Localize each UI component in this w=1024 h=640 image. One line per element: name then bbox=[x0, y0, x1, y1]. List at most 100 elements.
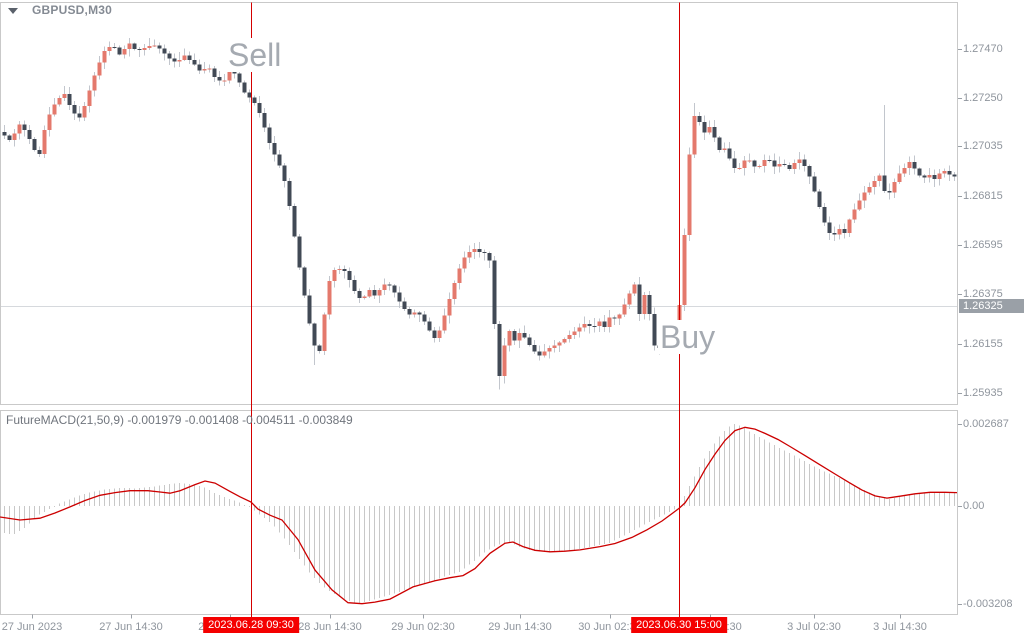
candle-bear bbox=[842, 229, 847, 233]
candle-bull bbox=[452, 282, 457, 299]
candle-bear bbox=[357, 291, 362, 298]
candle-bear bbox=[887, 190, 892, 193]
candle-bear bbox=[417, 312, 422, 315]
price-axis-label[interactable]: 1.25935 bbox=[963, 386, 1003, 399]
time-axis-label[interactable]: 3 Jul 14:30 bbox=[873, 621, 927, 633]
time-axis-label[interactable]: 29 Jun 14:30 bbox=[488, 621, 552, 633]
candle-bull bbox=[707, 126, 712, 133]
candle-bear bbox=[282, 165, 287, 182]
price-axis-label[interactable]: 1.26595 bbox=[963, 238, 1003, 251]
candle-bull bbox=[747, 160, 752, 162]
candle-bear bbox=[187, 55, 192, 60]
candle-bull bbox=[892, 181, 897, 193]
candle-bull bbox=[337, 268, 342, 271]
candle-bull bbox=[57, 98, 62, 105]
candle-bull bbox=[147, 45, 152, 48]
candle-bear bbox=[307, 295, 312, 324]
candle-bear bbox=[302, 267, 307, 296]
candle-bear bbox=[752, 160, 757, 167]
candle-bear bbox=[197, 64, 202, 71]
candle-bear bbox=[402, 301, 407, 309]
candle-bear bbox=[242, 82, 247, 93]
candle-bear bbox=[947, 170, 952, 175]
candle-bear bbox=[252, 97, 257, 103]
candle-bull bbox=[852, 209, 857, 220]
candle-bull bbox=[862, 192, 867, 201]
candle-bear bbox=[592, 325, 597, 327]
time-axis-label[interactable]: 27 Jun 14:30 bbox=[99, 621, 163, 633]
candle-bear bbox=[287, 181, 292, 206]
candle-bull bbox=[17, 124, 22, 134]
candle-bear bbox=[347, 270, 352, 281]
price-axis-label[interactable]: 1.26375 bbox=[963, 287, 1003, 300]
price-axis-label[interactable]: 1.26155 bbox=[963, 337, 1003, 350]
candle-bull bbox=[797, 159, 802, 163]
candle-bear bbox=[647, 295, 652, 314]
vline-time-tag-buy[interactable]: 2023.06.30 15:00 bbox=[631, 617, 727, 633]
candle-bear bbox=[172, 58, 177, 62]
candle-bull bbox=[142, 47, 147, 50]
candle-bear bbox=[587, 323, 592, 326]
candle-bear bbox=[637, 284, 642, 315]
candle-bear bbox=[787, 165, 792, 170]
candle-bear bbox=[427, 321, 432, 331]
candle-bear bbox=[237, 73, 242, 83]
candle-bull bbox=[507, 330, 512, 346]
vline-time-tag-sell[interactable]: 2023.06.28 09:30 bbox=[203, 617, 299, 633]
candle-bull bbox=[182, 55, 187, 60]
time-axis-label[interactable]: 3 Jul 02:30 bbox=[787, 621, 841, 633]
price-axis-label[interactable]: 1.27470 bbox=[963, 42, 1003, 55]
symbol-bar: GBPUSD,M30 bbox=[8, 3, 112, 17]
candle-bull bbox=[437, 330, 442, 339]
candle-bear bbox=[67, 93, 72, 106]
candle-bull bbox=[52, 104, 57, 115]
candle-bear bbox=[522, 332, 527, 338]
candle-bull bbox=[47, 114, 52, 131]
candle-bull bbox=[562, 338, 567, 343]
candle-bull bbox=[62, 93, 67, 99]
candle-bear bbox=[772, 160, 777, 167]
candle-bull bbox=[382, 284, 387, 290]
buy-annotation[interactable]: Buy bbox=[658, 319, 718, 355]
candle-bear bbox=[112, 47, 117, 49]
time-axis-label[interactable]: 27 Jun 2023 bbox=[1, 621, 63, 633]
candle-bear bbox=[77, 113, 82, 118]
price-axis-label[interactable]: 1.27035 bbox=[963, 139, 1003, 152]
candle-bull bbox=[617, 314, 622, 319]
time-axis-label[interactable]: 30 Jun 02:30 bbox=[578, 621, 642, 633]
candle-bull bbox=[642, 295, 647, 315]
candle-bear bbox=[917, 168, 922, 176]
price-axis-label[interactable]: 1.27250 bbox=[963, 91, 1003, 104]
candle-bear bbox=[247, 92, 252, 98]
macd-signal-line bbox=[0, 426, 958, 605]
candle-bull bbox=[937, 173, 942, 179]
candle-bear bbox=[297, 236, 302, 268]
time-axis-label[interactable]: 29 Jun 02:30 bbox=[391, 621, 455, 633]
candle-bear bbox=[477, 249, 482, 252]
indicator-axis-label[interactable]: 0.002687 bbox=[963, 417, 1009, 430]
candle-bear bbox=[32, 139, 37, 150]
time-axis-label[interactable]: 28 Jun 14:30 bbox=[298, 621, 362, 633]
candle-bear bbox=[817, 191, 822, 208]
candle-bull bbox=[902, 167, 907, 174]
candle-bear bbox=[277, 154, 282, 166]
indicator-axis-label[interactable]: -0.003208 bbox=[963, 597, 1013, 610]
current-price-tag: 1.26325 bbox=[959, 299, 1024, 313]
indicator-axis-label[interactable]: 0.00 bbox=[963, 499, 985, 512]
symbol-collapse-icon[interactable] bbox=[8, 8, 18, 14]
candle-bear bbox=[132, 43, 137, 49]
price-axis-label[interactable]: 1.26815 bbox=[963, 189, 1003, 202]
candle-bear bbox=[697, 116, 702, 122]
candle-bear bbox=[267, 127, 272, 144]
sell-annotation[interactable]: Sell bbox=[226, 37, 284, 73]
candle-bear bbox=[482, 251, 487, 253]
candle-bear bbox=[832, 232, 837, 235]
candle-bear bbox=[272, 143, 277, 155]
candle-bull bbox=[107, 47, 112, 52]
candle-bull bbox=[692, 116, 697, 155]
candle-bear bbox=[807, 165, 812, 177]
candle-bull bbox=[867, 186, 872, 193]
candle-bear bbox=[432, 330, 437, 339]
